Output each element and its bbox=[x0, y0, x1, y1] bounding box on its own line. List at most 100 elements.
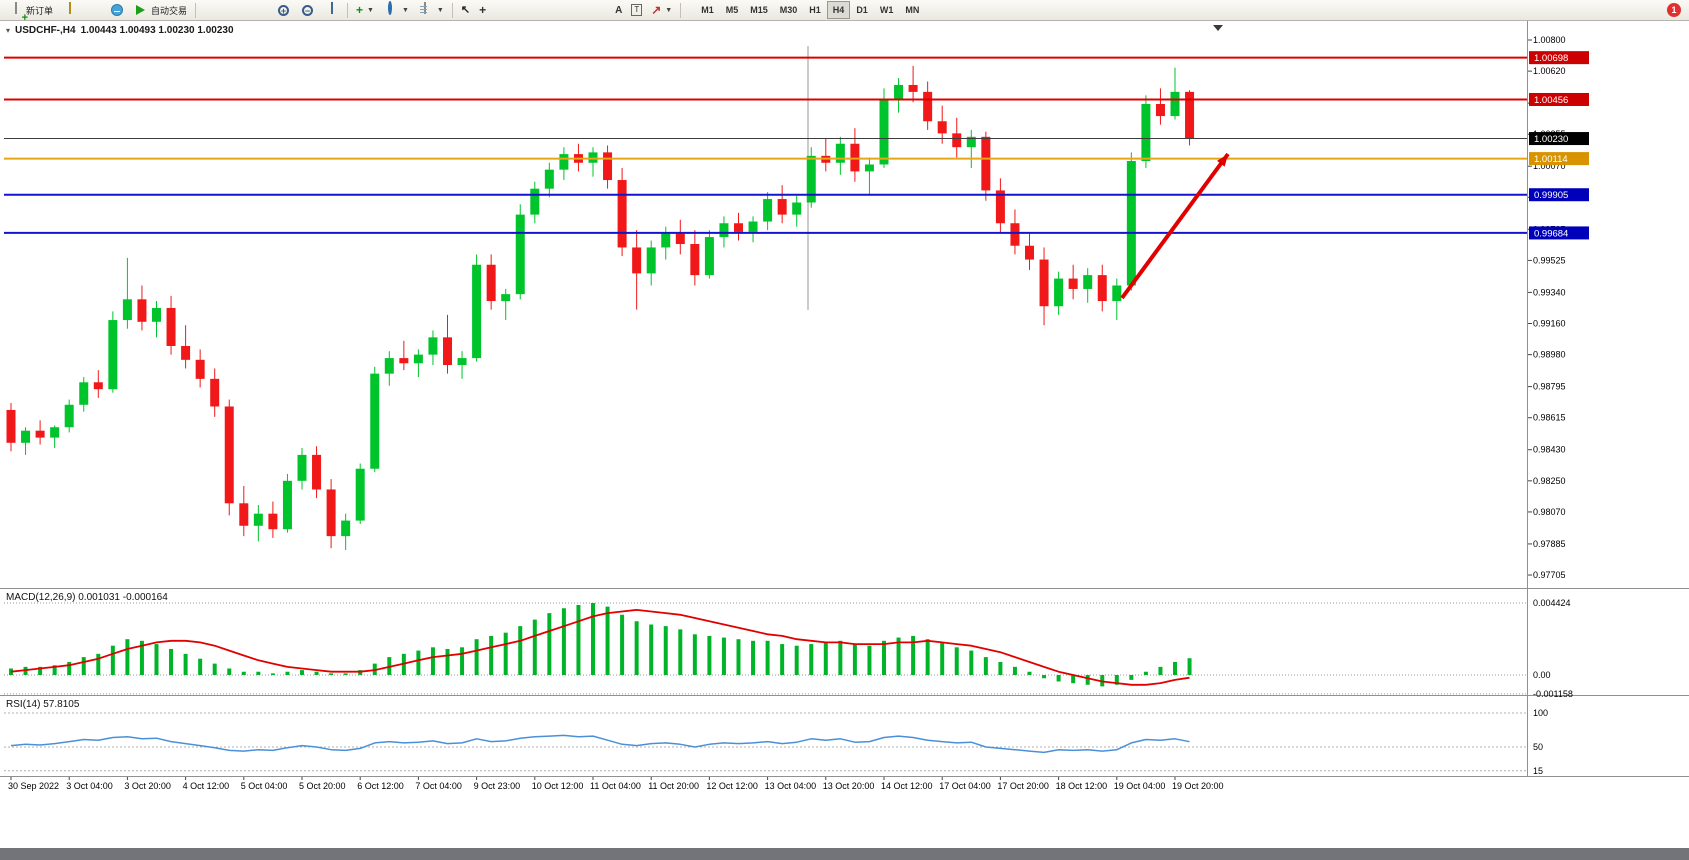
market-button[interactable] bbox=[106, 1, 128, 20]
new-order-button[interactable]: 新订单 bbox=[4, 1, 57, 20]
candlestick-chart-button[interactable] bbox=[224, 1, 247, 20]
timeframe-m30-button[interactable]: M30 bbox=[774, 1, 804, 19]
templates-button[interactable]: ▼ bbox=[414, 1, 448, 20]
svg-text:0.97885: 0.97885 bbox=[1533, 539, 1566, 549]
chevron-down-icon: ▼ bbox=[665, 6, 673, 14]
svg-text:13 Oct 04:00: 13 Oct 04:00 bbox=[765, 781, 817, 791]
svg-text:0.98795: 0.98795 bbox=[1533, 382, 1566, 392]
rsi-panel[interactable]: 100 50 15 bbox=[4, 708, 1548, 776]
svg-text:1.00456: 1.00456 bbox=[1534, 95, 1568, 106]
chevron-down-icon: ▼ bbox=[367, 6, 374, 14]
price-axis[interactable]: 1.008001.006201.004351.002551.000700.998… bbox=[1528, 35, 1566, 580]
indicators-button[interactable]: + ▼ bbox=[352, 1, 378, 20]
tile-windows-icon bbox=[330, 1, 333, 14]
macd-panel[interactable]: 0.004424 0.00 -0.001158 bbox=[4, 598, 1573, 699]
arrow-tools-button[interactable]: ↗ ▼ bbox=[647, 1, 676, 20]
timeframe-w1-button[interactable]: W1 bbox=[874, 1, 900, 19]
timeframe-mn-button[interactable]: MN bbox=[899, 1, 925, 19]
svg-text:30 Sep 2022: 30 Sep 2022 bbox=[8, 781, 59, 791]
chart-title: ▾ USDCHF-,H4 1.00443 1.00493 1.00230 1.0… bbox=[6, 25, 234, 36]
svg-text:12 Oct 12:00: 12 Oct 12:00 bbox=[706, 781, 758, 791]
fibonacci-button[interactable] bbox=[587, 1, 610, 20]
new-order-label: 新订单 bbox=[26, 5, 54, 16]
taskbar-strip bbox=[0, 848, 1689, 860]
strategy-tester-button[interactable] bbox=[82, 1, 105, 20]
svg-text:9 Oct 23:00: 9 Oct 23:00 bbox=[474, 781, 521, 791]
indicators-plus-icon: + bbox=[356, 2, 364, 17]
bar-chart-button[interactable] bbox=[200, 1, 223, 20]
timeframe-m15-button[interactable]: M15 bbox=[744, 1, 774, 19]
template-icon bbox=[424, 1, 427, 14]
svg-text:1.00230: 1.00230 bbox=[1534, 134, 1568, 145]
svg-text:50: 50 bbox=[1533, 742, 1543, 752]
timeframe-h4-button[interactable]: H4 bbox=[826, 1, 851, 19]
toolbar-separator bbox=[451, 2, 453, 18]
zoom-in-icon: + bbox=[278, 4, 290, 16]
crosshair-button[interactable]: + bbox=[475, 1, 490, 20]
svg-text:0.98430: 0.98430 bbox=[1533, 445, 1566, 455]
svg-text:11 Oct 04:00: 11 Oct 04:00 bbox=[590, 781, 641, 791]
auto-trading-label: 自动交易 bbox=[151, 5, 188, 16]
chevron-down-icon: ▼ bbox=[401, 6, 409, 14]
annotations[interactable] bbox=[1120, 25, 1230, 300]
svg-text:17 Oct 20:00: 17 Oct 20:00 bbox=[997, 781, 1049, 791]
chart-ohlc-values: 1.00443 1.00493 1.00230 1.00230 bbox=[80, 25, 234, 36]
svg-text:4 Oct 12:00: 4 Oct 12:00 bbox=[183, 781, 230, 791]
text-button[interactable]: A bbox=[611, 1, 626, 20]
zoom-out-button[interactable]: − bbox=[296, 1, 319, 20]
toolbar: 新订单 自动交易 + − +▼ ▼ ▼ ↖ + A T ↗▼ M1 bbox=[0, 0, 1689, 21]
auto-trading-button[interactable]: 自动交易 bbox=[129, 1, 191, 20]
svg-text:19 Oct 20:00: 19 Oct 20:00 bbox=[1172, 781, 1224, 791]
svg-text:1.00070: 1.00070 bbox=[1533, 161, 1566, 171]
macd-indicator-label: MACD(12,26,9) 0.001031 -0.000164 bbox=[6, 592, 168, 603]
svg-text:0.99684: 0.99684 bbox=[1534, 228, 1568, 239]
trendline-button[interactable] bbox=[539, 1, 562, 20]
horizontal-line-button[interactable] bbox=[515, 1, 538, 20]
svg-text:13 Oct 20:00: 13 Oct 20:00 bbox=[823, 781, 875, 791]
timeframe-m1-button[interactable]: M1 bbox=[695, 1, 720, 19]
svg-text:0.98070: 0.98070 bbox=[1533, 507, 1566, 517]
svg-text:7 Oct 04:00: 7 Oct 04:00 bbox=[415, 781, 462, 791]
rsi-indicator-label: RSI(14) 57.8105 bbox=[6, 699, 80, 710]
notification-badge[interactable]: 1 bbox=[1667, 3, 1681, 17]
svg-text:0.98980: 0.98980 bbox=[1533, 350, 1566, 360]
svg-text:10 Oct 12:00: 10 Oct 12:00 bbox=[532, 781, 584, 791]
toolbar-separator bbox=[347, 2, 349, 18]
svg-text:-0.001158: -0.001158 bbox=[1533, 689, 1573, 699]
cursor-icon: ↖ bbox=[460, 3, 471, 16]
svg-text:17 Oct 04:00: 17 Oct 04:00 bbox=[939, 781, 991, 791]
clock-icon bbox=[388, 0, 393, 15]
arrow-object-icon: ↗ bbox=[651, 2, 662, 17]
periods-button[interactable]: ▼ bbox=[379, 0, 413, 20]
timeframe-d1-button[interactable]: D1 bbox=[850, 1, 874, 19]
svg-text:1.00698: 1.00698 bbox=[1534, 53, 1568, 64]
svg-text:15: 15 bbox=[1533, 766, 1543, 776]
time-axis[interactable]: 30 Sep 2022 3 Oct 04:00 3 Oct 20:00 4 Oct 1… bbox=[8, 777, 1224, 791]
zoom-in-button[interactable]: + bbox=[272, 1, 295, 20]
metaeditor-icon bbox=[68, 1, 71, 14]
chevron-down-icon: ▼ bbox=[436, 6, 444, 14]
vertical-line-button[interactable] bbox=[491, 1, 514, 20]
cursor-button[interactable]: ↖ bbox=[457, 1, 474, 20]
channel-button[interactable] bbox=[563, 1, 586, 20]
svg-text:0.99340: 0.99340 bbox=[1533, 287, 1566, 297]
metaeditor-button[interactable] bbox=[58, 1, 81, 20]
chart-symbol-period: USDCHF-,H4 bbox=[15, 25, 76, 36]
tile-windows-button[interactable] bbox=[320, 1, 343, 20]
timeframe-h1-button[interactable]: H1 bbox=[803, 1, 827, 19]
text-label-button[interactable]: T bbox=[627, 1, 646, 20]
candlesticks[interactable] bbox=[6, 65, 1195, 550]
svg-text:11 Oct 20:00: 11 Oct 20:00 bbox=[648, 781, 699, 791]
svg-text:3 Oct 20:00: 3 Oct 20:00 bbox=[124, 781, 171, 791]
globe-icon bbox=[111, 4, 124, 16]
line-chart-button[interactable] bbox=[248, 1, 271, 20]
svg-text:0.98250: 0.98250 bbox=[1533, 476, 1566, 486]
svg-text:3 Oct 04:00: 3 Oct 04:00 bbox=[66, 781, 113, 791]
horizontal-lines[interactable]: 1.00698 1.00456 1.00230 1.00114 0.99905 0.996… bbox=[4, 51, 1589, 240]
svg-text:1.00620: 1.00620 bbox=[1533, 66, 1566, 76]
svg-text:5 Oct 20:00: 5 Oct 20:00 bbox=[299, 781, 346, 791]
svg-text:0.004424: 0.004424 bbox=[1533, 598, 1571, 608]
timeframe-m5-button[interactable]: M5 bbox=[720, 1, 745, 19]
